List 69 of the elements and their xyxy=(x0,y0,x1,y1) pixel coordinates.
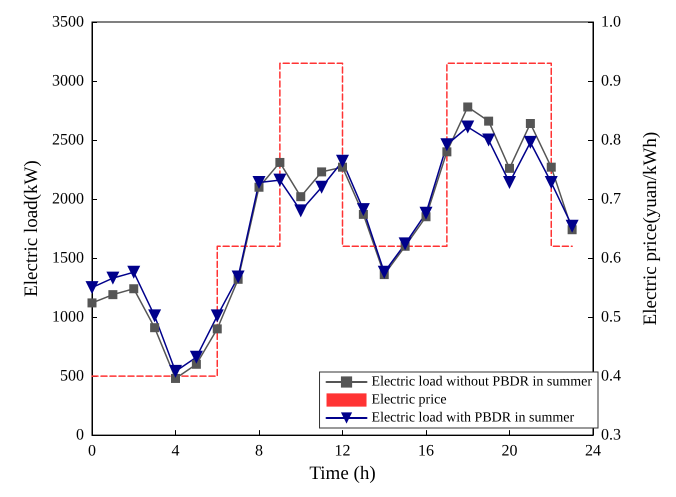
point xyxy=(420,206,432,220)
point xyxy=(148,309,162,322)
point xyxy=(296,192,306,202)
x-tick-label: 16 xyxy=(418,442,434,460)
x-tick-label: 20 xyxy=(502,442,518,460)
x-tick-label: 12 xyxy=(334,442,350,460)
y2-tick-label: 0.7 xyxy=(601,190,621,208)
legend-label: Electric load without PBDR in summer xyxy=(372,374,592,390)
x-tick-label: 0 xyxy=(88,442,96,460)
y2-tick-label: 0.9 xyxy=(601,72,621,90)
point xyxy=(356,203,370,216)
y-tick-label: 1500 xyxy=(52,250,84,267)
y-tick-label: 0 xyxy=(76,426,84,444)
point xyxy=(463,102,472,112)
point xyxy=(210,309,224,322)
point xyxy=(398,237,412,250)
point xyxy=(169,364,182,378)
point xyxy=(482,134,496,147)
point xyxy=(524,136,537,149)
y-tick-label: 1000 xyxy=(52,308,84,326)
point xyxy=(88,298,96,308)
y2-tick-label: 0.8 xyxy=(601,132,621,149)
x-tick-label: 4 xyxy=(172,442,180,460)
y2-tick-label: 0.4 xyxy=(601,368,621,385)
point xyxy=(108,290,118,300)
point xyxy=(294,204,308,218)
point xyxy=(212,324,222,334)
point xyxy=(378,266,391,279)
point xyxy=(505,164,514,173)
y-axis-title: Electric load(kW) xyxy=(21,160,42,297)
point xyxy=(546,162,556,172)
point xyxy=(526,119,535,128)
point xyxy=(86,281,98,294)
point xyxy=(150,323,160,332)
point xyxy=(461,120,474,134)
point xyxy=(127,266,140,279)
point xyxy=(544,176,558,190)
y-tick-label: 2500 xyxy=(52,132,84,149)
point xyxy=(273,174,286,187)
point xyxy=(442,147,452,156)
y-tick-label: 2000 xyxy=(52,190,84,208)
point xyxy=(440,138,454,152)
y2-tick-label: 0.3 xyxy=(601,426,621,444)
legend-label: Electric load with PBDR in summer xyxy=(372,410,574,426)
point xyxy=(190,350,203,364)
point xyxy=(275,158,284,167)
legend-label: Electric price xyxy=(372,392,447,408)
point xyxy=(336,154,349,168)
y2-tick-label: 0.5 xyxy=(601,308,621,326)
y-tick-label: 3000 xyxy=(52,72,84,90)
point xyxy=(171,374,180,383)
point xyxy=(566,220,579,233)
y-tick-label: 3500 xyxy=(52,14,84,30)
point xyxy=(192,360,201,369)
point xyxy=(232,270,245,284)
y2-tick-label: 0.6 xyxy=(601,250,621,267)
x-tick-label: 8 xyxy=(255,442,263,460)
point xyxy=(252,176,266,190)
point xyxy=(106,272,120,285)
point xyxy=(503,176,516,190)
x-axis-title: Time (h) xyxy=(309,463,376,484)
point xyxy=(129,284,138,294)
y2-tick-label: 1.0 xyxy=(601,14,621,30)
point xyxy=(315,180,328,194)
y-tick-label: 500 xyxy=(60,368,84,385)
x-tick-label: 24 xyxy=(585,442,601,460)
point xyxy=(484,116,494,126)
point xyxy=(317,167,326,176)
y2-axis-title: Electric price(yuan/kWh) xyxy=(640,132,661,326)
